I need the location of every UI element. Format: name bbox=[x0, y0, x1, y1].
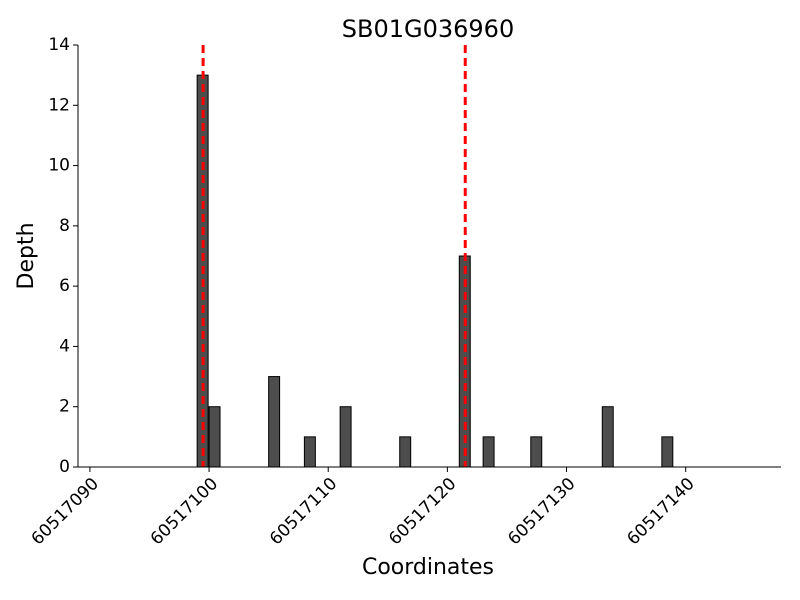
bar bbox=[339, 406, 352, 468]
y-axis-label: Depth bbox=[14, 222, 39, 289]
y-tick-label: 2 bbox=[59, 397, 70, 417]
bar bbox=[601, 406, 614, 468]
bar bbox=[208, 406, 221, 468]
y-tick-label: 8 bbox=[59, 216, 70, 236]
y-tick-label: 6 bbox=[59, 276, 70, 296]
y-tick-label: 4 bbox=[59, 336, 70, 356]
x-tick-label: 60517110 bbox=[266, 474, 341, 549]
bar bbox=[661, 436, 674, 468]
y-tick-label: 14 bbox=[48, 35, 70, 55]
x-tick-label: 60517120 bbox=[385, 474, 460, 549]
x-tick-label: 60517140 bbox=[623, 474, 698, 549]
bar bbox=[482, 436, 495, 468]
chart-title: SB01G036960 bbox=[342, 15, 514, 43]
bar bbox=[303, 436, 316, 468]
y-tick-label: 10 bbox=[48, 156, 70, 176]
bar bbox=[268, 376, 281, 468]
y-tick-label: 12 bbox=[48, 95, 70, 115]
bar bbox=[530, 436, 543, 468]
x-tick-label: 60517130 bbox=[504, 474, 579, 549]
x-tick-label: 60517090 bbox=[28, 474, 103, 549]
y-tick-label: 0 bbox=[59, 457, 70, 477]
bar bbox=[399, 436, 412, 468]
x-tick-label: 60517100 bbox=[147, 474, 222, 549]
x-axis-label: Coordinates bbox=[362, 555, 494, 580]
